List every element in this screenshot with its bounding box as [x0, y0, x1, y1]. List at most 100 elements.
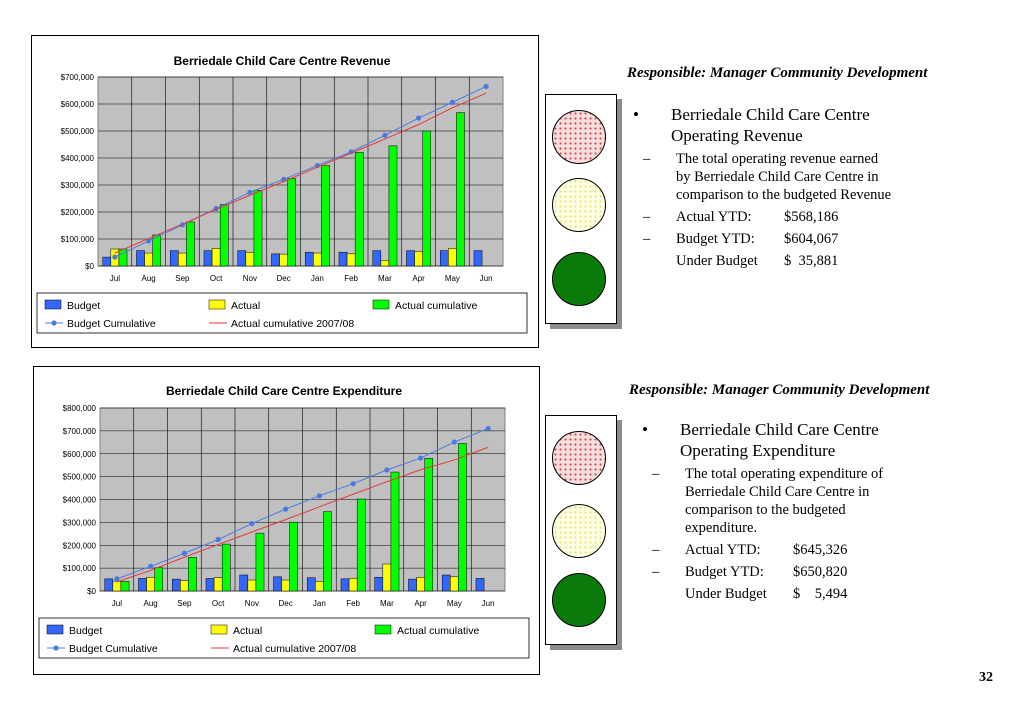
actual-cumulative-bar — [120, 581, 130, 592]
budget-cumulative-point — [384, 467, 390, 473]
legend-box — [36, 292, 528, 334]
y-tick-label: $600,000 — [63, 450, 97, 459]
y-tick-label: $800,000 — [63, 404, 97, 413]
expenditure-chart: Berriedale Child Care Centre Expenditure… — [38, 384, 530, 659]
legend-label: Budget — [69, 625, 102, 637]
y-tick-label: $400,000 — [61, 154, 95, 163]
actual-cumulative-bar — [323, 511, 332, 592]
budget-cumulative-point — [181, 550, 187, 556]
budget-cumulative-point — [350, 481, 356, 487]
x-tick-label: Sep — [177, 599, 192, 608]
x-tick-label: Jul — [110, 274, 120, 283]
actual-bar — [178, 252, 187, 267]
budget-bar — [338, 251, 348, 267]
x-tick-label: Jan — [313, 599, 326, 608]
budget-bar — [306, 577, 316, 592]
budget-bar — [473, 250, 483, 267]
revenue-chart: Berriedale Child Care Centre Revenue $0 $1… — [36, 54, 528, 334]
budget-ytd-label: Budget YTD: — [676, 231, 755, 247]
actual-cumulative-bar — [255, 532, 265, 592]
legend-label: Actual cumulative — [395, 300, 477, 312]
legend-label: Actual cumulative 2007/08 — [231, 318, 354, 330]
budget-bar — [169, 250, 179, 267]
legend-label: Actual — [231, 300, 260, 312]
actual-bar — [448, 248, 457, 267]
y-tick-label: $100,000 — [63, 564, 97, 573]
budget-bar — [304, 251, 314, 267]
y-tick-label: $700,000 — [63, 427, 97, 436]
legend-label: Budget — [67, 300, 100, 312]
budget-cumulative-point — [247, 189, 253, 195]
actual-ytd-label: Actual YTD: — [676, 209, 752, 225]
budget-cumulative-point — [449, 99, 455, 105]
x-tick-label: Dec — [277, 274, 291, 283]
desc-line: comparison to the budgeted Revenue — [676, 187, 892, 203]
variance-label: Under Budget — [685, 586, 767, 602]
yellow-light-off — [552, 178, 606, 232]
actual-cumulative-bar — [152, 234, 162, 267]
budget-ytd-value: $604,067 — [784, 231, 839, 247]
x-tick-label: Jan — [311, 274, 324, 283]
actual-bar — [315, 581, 324, 592]
legend-label: Actual — [233, 625, 262, 637]
red-light-off — [552, 431, 606, 485]
actual-cumulative-bar — [424, 458, 434, 592]
legend-label: Actual cumulative — [397, 625, 479, 637]
budget-cumulative-point — [283, 506, 289, 512]
actual-cumulative-bar — [321, 165, 330, 267]
responsible-heading: Responsible: Manager Community Developme… — [629, 382, 930, 398]
x-tick-label: Dec — [279, 599, 293, 608]
y-tick-label: $600,000 — [61, 100, 95, 109]
budget-bar — [441, 574, 451, 592]
budget-cumulative-point — [451, 439, 457, 445]
actual-cumulative-bar — [456, 112, 465, 267]
actual-bar — [382, 563, 392, 592]
actual-bar — [416, 577, 425, 592]
actual-bar — [213, 577, 223, 592]
legend-label: Budget Cumulative — [67, 318, 156, 330]
y-tick-label: $300,000 — [63, 518, 97, 527]
actual-cumulative-bar — [388, 145, 398, 267]
y-tick-label: $0 — [87, 587, 96, 596]
budget-bar — [408, 578, 417, 592]
variance-value: $ 5,494 — [793, 586, 848, 602]
dash-glyph: – — [652, 542, 660, 558]
actual-cumulative-bar — [221, 543, 231, 592]
revenue-chart-frame: Berriedale Child Care Centre Revenue $0 $1… — [31, 35, 539, 348]
desc-line: Berriedale Child Care Centre in — [685, 484, 870, 500]
chart-title: Berriedale Child Care Centre Expenditure — [166, 384, 402, 398]
budget-cumulative-point — [249, 520, 255, 527]
dash-glyph: – — [643, 231, 651, 247]
x-tick-label: Jul — [112, 599, 122, 608]
red-light-off — [552, 110, 606, 164]
actual-bar — [313, 252, 322, 267]
budget-cumulative-point — [485, 425, 491, 432]
budget-cumulative-point — [483, 83, 489, 90]
x-tick-label: Nov — [243, 274, 257, 283]
actual-cumulative-bar — [186, 221, 195, 267]
actual-cumulative-bar — [287, 178, 297, 267]
y-tick-label: $500,000 — [61, 127, 95, 136]
budget-bar — [271, 253, 280, 267]
y-tick-label: $700,000 — [61, 73, 95, 82]
revenue-summary: • Berriedale Child Care Centre Operating… — [633, 104, 963, 270]
x-tick-label: Feb — [346, 599, 360, 608]
x-tick-label: Jun — [482, 599, 495, 608]
actual-cumulative-2007-08-line — [116, 446, 489, 583]
green-light-on — [552, 252, 606, 306]
x-tick-label: Feb — [344, 274, 358, 283]
x-tick-label: Aug — [142, 274, 156, 283]
budget-cumulative-point — [146, 238, 152, 244]
actual-bar — [112, 581, 122, 592]
actual-cumulative-bar — [354, 152, 364, 267]
actual-bar — [180, 580, 189, 592]
x-tick-label: May — [445, 274, 460, 283]
budget-cumulative-point — [215, 536, 221, 543]
actual-bar — [414, 251, 423, 267]
budget-ytd-label: Budget YTD: — [685, 564, 764, 580]
legend-swatch-actual-cumulative — [374, 624, 392, 635]
actual-cumulative-bar — [154, 567, 164, 592]
budget-bar — [203, 250, 213, 267]
legend-swatch-budget — [44, 299, 62, 310]
actual-cumulative-bar — [422, 130, 432, 267]
